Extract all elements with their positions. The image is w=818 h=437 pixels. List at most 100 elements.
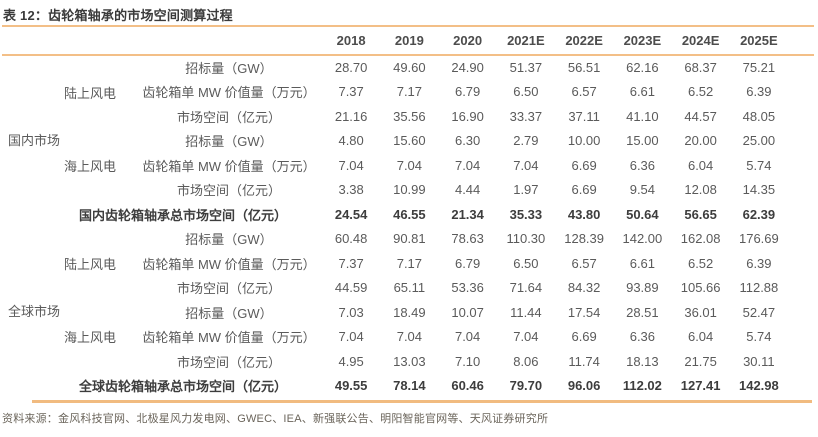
value-cell: 44.57 xyxy=(684,108,717,124)
value-cell: 6.61 xyxy=(629,84,656,100)
table-row: 齿轮箱单 MW 价值量（万元） 7.04 7.04 7.04 7.04 6.69 6.36 6… xyxy=(2,325,814,350)
table-row: 齿轮箱单 MW 价值量（万元） 7.37 7.17 6.79 6.50 6.57 6.61 6… xyxy=(2,251,814,276)
total-value-cell: 21.34 xyxy=(451,206,484,222)
value-cell: 11.44 xyxy=(510,304,542,320)
group-cell: 国内市场 xyxy=(2,55,61,227)
value-cell: 105.66 xyxy=(680,280,721,296)
filler-cell xyxy=(788,202,814,227)
value-cell: 84.32 xyxy=(567,280,601,296)
value-cell: 16.90 xyxy=(451,108,484,124)
year-header: 2023E xyxy=(613,26,672,56)
table-row: 市场空间（亿元） 21.16 35.56 16.90 33.37 37.11 41.10 44… xyxy=(2,104,814,129)
value-cell: 41.10 xyxy=(626,108,659,124)
table-row: 市场空间（亿元） 3.38 10.99 4.44 1.97 6.69 9.54 12.08 14… xyxy=(2,178,814,203)
total-value-cell: 127.41 xyxy=(680,378,721,394)
group-cell: 全球市场 xyxy=(2,227,61,399)
value-cell: 7.37 xyxy=(338,84,364,100)
value-cell: 6.79 xyxy=(454,84,481,100)
value-cell: 7.04 xyxy=(396,157,423,173)
group-label: 国内市场 xyxy=(8,132,61,148)
value-cell: 7.03 xyxy=(338,304,364,320)
value-cell: 4.44 xyxy=(454,182,481,198)
table-row: 齿轮箱单 MW 价值量（万元） 7.37 7.17 6.79 6.50 6.57 6.61 6… xyxy=(2,80,814,105)
value-cell: 6.52 xyxy=(687,84,714,100)
filler-cell xyxy=(788,80,814,105)
header-spacer xyxy=(2,26,322,56)
value-cell: 36.01 xyxy=(684,304,717,320)
group-label: 全球市场 xyxy=(8,303,61,319)
metric-label: 市场空间（亿元） xyxy=(176,281,281,297)
metric-label: 市场空间（亿元） xyxy=(176,354,281,370)
value-cell: 90.81 xyxy=(393,231,426,247)
header-filler xyxy=(788,26,814,56)
value-cell: 18.13 xyxy=(626,353,659,369)
value-cell: 6.30 xyxy=(454,133,481,149)
year-header: 2020 xyxy=(438,26,497,56)
value-cell: 6.61 xyxy=(629,255,656,271)
value-cell: 12.08 xyxy=(684,182,717,198)
filler-cell xyxy=(788,129,814,154)
value-cell: 6.04 xyxy=(687,157,714,173)
filler-cell xyxy=(788,55,814,80)
year-header: 2024E xyxy=(671,26,730,56)
total-value-cell: 112.02 xyxy=(622,378,662,394)
table-body: 国内市场 陆上风电 招标量（GW） 28.70 49.60 24.90 51.37 56.51… xyxy=(2,55,814,398)
metric-label: 招标量（GW） xyxy=(185,134,273,150)
total-value-cell: 50.64 xyxy=(626,206,659,222)
value-cell: 5.74 xyxy=(746,157,772,173)
value-cell: 15.00 xyxy=(626,133,659,149)
value-cell: 142.00 xyxy=(622,231,663,247)
total-value-cell: 24.54 xyxy=(334,206,368,222)
value-cell: 44.59 xyxy=(334,280,368,296)
value-cell: 6.57 xyxy=(571,255,597,271)
table-row: 海上风电 招标量（GW） 4.80 15.60 6.30 2.79 10.00 15.00 20… xyxy=(2,129,814,174)
value-cell: 5.74 xyxy=(746,329,772,345)
filler-cell xyxy=(788,227,814,252)
value-cell: 7.17 xyxy=(396,84,423,100)
market-space-table: 2018 2019 2020 2021E 2022E 2023E 2024E 2… xyxy=(2,25,814,398)
value-cell: 112.88 xyxy=(739,280,779,296)
total-value-cell: 78.14 xyxy=(393,378,426,394)
value-cell: 65.11 xyxy=(393,280,426,296)
value-cell: 49.60 xyxy=(393,60,426,76)
metric-label: 招标量（GW） xyxy=(185,305,273,321)
table-row: 海上风电 招标量（GW） 7.03 18.49 10.07 11.44 17.54 28.51… xyxy=(2,300,814,346)
value-cell: 128.39 xyxy=(564,231,604,247)
total-label: 全球齿轮箱轴承总市场空间（亿元） xyxy=(78,379,287,395)
year-header-row: 2018 2019 2020 2021E 2022E 2023E 2024E 2… xyxy=(2,26,814,56)
year-header: 2025E xyxy=(729,26,788,56)
year-header: 2022E xyxy=(555,26,614,56)
table-row: 国内市场 陆上风电 招标量（GW） 28.70 49.60 24.90 51.37 56.51… xyxy=(2,55,814,148)
metric-label: 齿轮箱单 MW 价值量（万元） xyxy=(142,158,316,174)
value-cell: 7.04 xyxy=(513,157,539,173)
value-cell: 33.37 xyxy=(509,108,543,124)
value-cell: 52.47 xyxy=(742,304,776,320)
value-cell: 6.39 xyxy=(746,255,772,271)
value-cell: 75.21 xyxy=(742,60,776,76)
metric-label: 齿轮箱单 MW 价值量（万元） xyxy=(142,85,316,101)
value-cell: 6.69 xyxy=(571,182,597,198)
value-cell: 24.90 xyxy=(451,60,484,76)
subgroup-cell: 陆上风电 xyxy=(63,85,116,101)
table-bottom-rule xyxy=(32,400,812,403)
total-row: 国内齿轮箱轴承总市场空间（亿元） 24.54 46.55 21.34 35.33 43.8… xyxy=(2,202,814,227)
value-cell: 60.48 xyxy=(334,231,368,247)
value-cell: 20.00 xyxy=(684,133,717,149)
value-cell: 62.16 xyxy=(626,60,659,76)
value-cell: 7.04 xyxy=(454,157,481,173)
value-cell: 6.04 xyxy=(687,329,714,345)
value-cell: 7.04 xyxy=(338,329,364,345)
metric-label: 招标量（GW） xyxy=(185,232,273,248)
value-cell: 4.95 xyxy=(338,353,364,369)
value-cell: 53.36 xyxy=(451,280,484,296)
metric-label: 市场空间（亿元） xyxy=(176,183,281,199)
value-cell: 21.75 xyxy=(684,353,717,369)
total-value-cell: 56.65 xyxy=(684,206,717,222)
value-cell: 68.37 xyxy=(684,60,717,76)
filler-cell xyxy=(788,300,814,325)
subgroup-cell: 海上风电 xyxy=(63,158,116,174)
value-cell: 7.04 xyxy=(396,329,423,345)
total-label: 国内齿轮箱轴承总市场空间（亿元） xyxy=(78,207,287,223)
metric-label: 齿轮箱单 MW 价值量（万元） xyxy=(142,330,316,346)
value-cell: 6.69 xyxy=(571,157,597,173)
